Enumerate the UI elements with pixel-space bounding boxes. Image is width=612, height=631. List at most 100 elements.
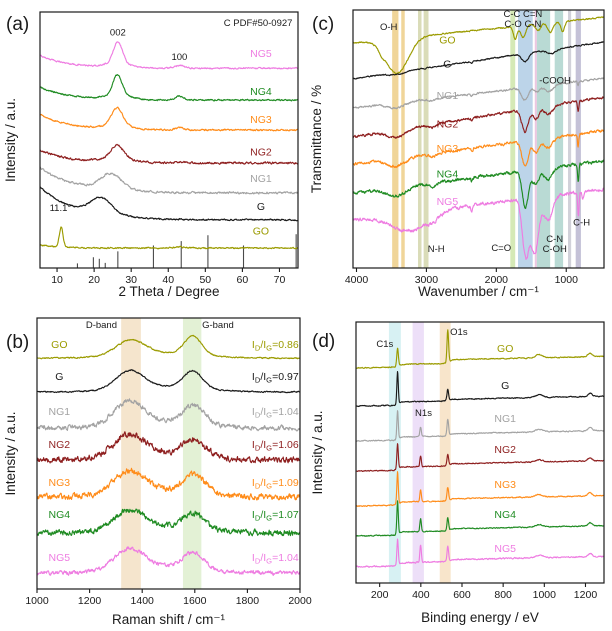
series-line-NG4 — [37, 508, 300, 537]
ratio-label-NG3: ID/IG=1.09 — [252, 477, 299, 491]
series-label-NG4: NG4 — [49, 509, 71, 521]
annotation: C-C C=N C-O C-N — [503, 9, 542, 30]
x-tick-label: 1400 — [131, 595, 155, 607]
annotation: C-H — [573, 217, 590, 228]
series-label-NG5: NG5 — [494, 543, 516, 555]
series-label-NG1: NG1 — [49, 406, 71, 418]
ratio-label-GO: ID/IG=0.86 — [252, 339, 299, 353]
series-label-NG2: NG2 — [250, 146, 272, 158]
highlight-band — [392, 10, 399, 268]
series-line-NG2 — [40, 143, 298, 165]
x-tick-label: 10 — [51, 274, 63, 286]
panel-a-xrd-chart: NG5 NG4 NG3 NG2 NG1 G GO 002 100 11.1° C PDF#50-09… — [3, 11, 299, 299]
x-tick-label: 1600 — [183, 595, 207, 607]
x-tick-label: 70 — [274, 274, 286, 286]
series-line-G — [353, 41, 604, 80]
x-tick-label: 60 — [237, 274, 249, 286]
series-curves — [356, 329, 604, 568]
series-label-GO: GO — [497, 343, 513, 355]
highlight-band — [518, 10, 533, 268]
annotation: 002 — [110, 28, 126, 39]
series-line-NG3 — [37, 467, 300, 501]
series-line-NG1 — [356, 410, 604, 442]
x-axis-ticks: 1000 1200 1400 1600 1800 2000 — [25, 589, 312, 607]
x-tick-label: 800 — [494, 589, 512, 601]
highlight-band — [567, 10, 572, 268]
x-axis-label: Wavenumber / cm⁻¹ — [418, 284, 539, 299]
series-line-NG2 — [356, 443, 604, 473]
series-line-NG2 — [353, 96, 604, 139]
x-axis-ticks: 4000 3000 2000 1000 — [345, 268, 578, 286]
series-line-G — [40, 186, 298, 222]
series-line-NG1 — [353, 77, 604, 110]
plot-border — [355, 321, 605, 584]
series-label-G: G — [257, 201, 265, 213]
series-label-NG5: NG5 — [437, 196, 459, 208]
series-line-NG1 — [40, 166, 298, 195]
highlight-band — [534, 10, 537, 268]
panel-d-xps-chart: GO G NG1 NG2 NG3 NG4 NG5 C1s N1s O1s 200 400 600 800 1… — [310, 321, 605, 625]
series-line-NG5 — [356, 538, 604, 568]
y-axis-label: Intensity / a.u. — [310, 410, 325, 494]
highlight-band — [423, 10, 429, 268]
x-axis-label: Raman shift / cm⁻¹ — [112, 612, 225, 627]
x-tick-label: 1200 — [78, 595, 102, 607]
series-label-NG2: NG2 — [494, 444, 516, 456]
panel-b-raman-chart: GO ID/IG=0.86 G ID/IG=0.97 NG1 ID/IG=1.04 NG2 I… — [3, 317, 312, 627]
annotation: N1s — [415, 408, 432, 419]
series-label-G: G — [443, 58, 451, 70]
panel-label-c: (c) — [312, 14, 334, 35]
series-label-NG5: NG5 — [250, 48, 272, 60]
annotation: 11.1° — [50, 203, 72, 214]
annotation: 100 — [171, 52, 187, 63]
panel-label-a: (a) — [6, 14, 29, 35]
series-line-GO — [353, 16, 604, 75]
series-line-G — [356, 371, 604, 408]
series-label-NG4: NG4 — [250, 86, 272, 98]
x-tick-label: 3000 — [415, 274, 439, 286]
series-label-NG5: NG5 — [49, 552, 71, 564]
series-line-NG4 — [40, 74, 298, 102]
ratio-label-NG2: ID/IG=1.06 — [252, 439, 299, 453]
series-curves — [353, 16, 604, 260]
annotation: C1s — [376, 339, 393, 350]
highlight-band — [418, 10, 422, 268]
annotation: C=O — [491, 243, 511, 254]
series-curves — [40, 41, 298, 250]
x-tick-label: 600 — [453, 589, 471, 601]
annotation: C-N C-OH — [543, 234, 567, 255]
series-label-NG3: NG3 — [437, 143, 459, 155]
series-line-GO — [40, 226, 298, 250]
series-line-GO — [356, 329, 604, 369]
highlight-band — [388, 322, 401, 583]
highlight-band — [182, 318, 202, 589]
series-line-NG5 — [40, 41, 298, 70]
x-axis-ticks: 200 400 600 800 1000 1200 — [371, 583, 597, 601]
series-line-NG3 — [40, 106, 298, 132]
series-label-NG1: NG1 — [494, 413, 516, 425]
series-label-NG3: NG3 — [250, 114, 272, 126]
x-tick-label: 40 — [162, 274, 174, 286]
series-label-NG2: NG2 — [437, 118, 459, 130]
series-label-GO: GO — [439, 35, 455, 47]
highlight-band — [401, 10, 405, 268]
series-line-G — [37, 369, 300, 394]
series-label-G: G — [501, 380, 509, 392]
annotation: O-H — [380, 22, 398, 33]
annotation: D-band — [86, 320, 117, 331]
annotation: -COOH — [539, 76, 571, 87]
panel-label-b: (b) — [6, 332, 29, 353]
y-axis-label: Intensity / a.u. — [3, 411, 18, 495]
series-line-NG4 — [356, 500, 604, 537]
plot-border — [36, 317, 301, 590]
x-tick-label: 1200 — [574, 589, 598, 601]
ratio-label-G: ID/IG=0.97 — [252, 371, 299, 385]
ratio-label-NG1: ID/IG=1.04 — [252, 406, 299, 420]
x-axis-label: Binding energy / eV — [421, 610, 539, 625]
x-tick-label: 400 — [412, 589, 430, 601]
highlight-band — [575, 10, 581, 268]
highlight-band — [121, 318, 141, 589]
series-label-NG1: NG1 — [250, 173, 272, 185]
highlight-band — [554, 10, 564, 268]
series-label-NG3: NG3 — [49, 477, 71, 489]
